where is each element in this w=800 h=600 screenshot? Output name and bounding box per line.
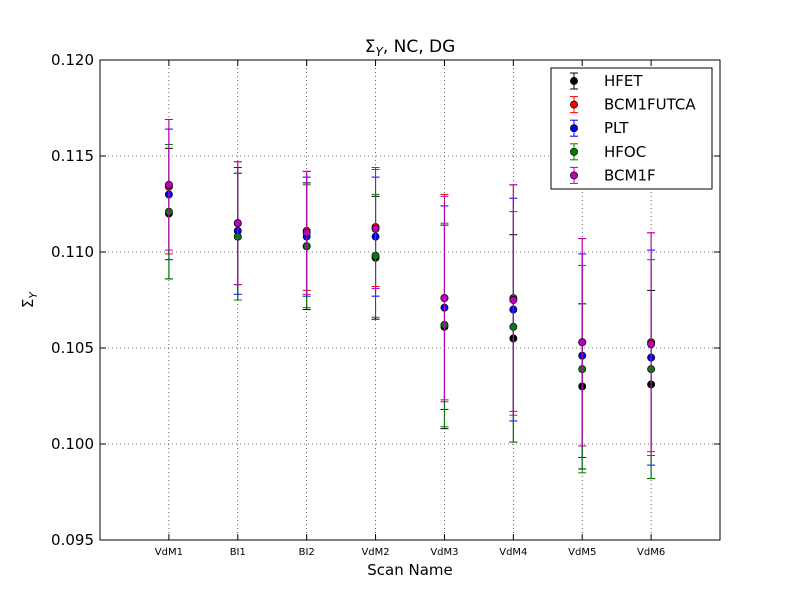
legend-item: BCM1FUTCA (570, 96, 696, 114)
series-hfoc (164, 143, 656, 480)
data-point (440, 294, 449, 303)
x-tick-label: VdM1 (155, 547, 183, 558)
legend-marker (570, 77, 578, 85)
chart-title: ΣY, NC, DG (365, 37, 456, 59)
data-point (233, 219, 242, 228)
data-point (647, 340, 656, 349)
y-tick-label: 0.105 (51, 339, 94, 357)
series-layer (164, 119, 656, 480)
legend-label: HFET (604, 72, 643, 90)
data-point (509, 296, 518, 304)
x-tick-label: VdM6 (637, 547, 665, 558)
y-tick-label: 0.115 (51, 147, 94, 165)
legend: HFET BCM1FUTCA PLT HFOC BCM1F (550, 67, 713, 190)
y-tick-label: 0.100 (51, 435, 94, 453)
legend-marker (570, 124, 578, 133)
y-axis-label: ΣY (19, 291, 40, 308)
legend-label: HFOC (604, 143, 646, 161)
data-point (578, 338, 587, 347)
legend-marker (570, 171, 578, 180)
legend-label: PLT (604, 119, 629, 137)
axes: 0.095 0.100 0.105 0.110 0.115 0.120 VdM1 BI1 BI2… (51, 51, 720, 558)
legend-label: BCM1F (604, 166, 656, 184)
legend-item: HFET (570, 72, 643, 90)
title-subscript: Y (375, 45, 384, 59)
data-point (371, 225, 380, 233)
legend-item: PLT (570, 119, 629, 137)
x-tick-label: VdM5 (568, 547, 596, 558)
legend-item: BCM1F (570, 166, 656, 184)
x-tick-label: BI2 (299, 547, 315, 558)
y-label-symbol: Σ (19, 299, 37, 308)
legend-item: HFOC (570, 143, 646, 161)
title-symbol: Σ (365, 37, 376, 57)
x-tick-label: VdM3 (430, 547, 458, 558)
data-point (302, 228, 311, 237)
x-tick-label: VdM2 (361, 547, 389, 558)
plot-area (99, 59, 721, 541)
legend-marker (570, 100, 578, 109)
legend-label: BCM1FUTCA (604, 96, 696, 114)
series-hfet (164, 147, 656, 480)
title-rest: , NC, DG (383, 37, 455, 57)
y-tick-label: 0.120 (51, 51, 94, 69)
y-tick-label: 0.110 (51, 243, 94, 261)
series-bcm1f (164, 119, 656, 457)
legend-marker (570, 147, 578, 156)
x-tick-label: VdM4 (499, 547, 527, 558)
y-label-subscript: Y (27, 291, 40, 299)
x-tick-label: BI1 (230, 547, 246, 558)
y-tick-label: 0.095 (51, 531, 94, 549)
x-axis-label: Scan Name (367, 561, 453, 579)
data-point (164, 180, 173, 189)
